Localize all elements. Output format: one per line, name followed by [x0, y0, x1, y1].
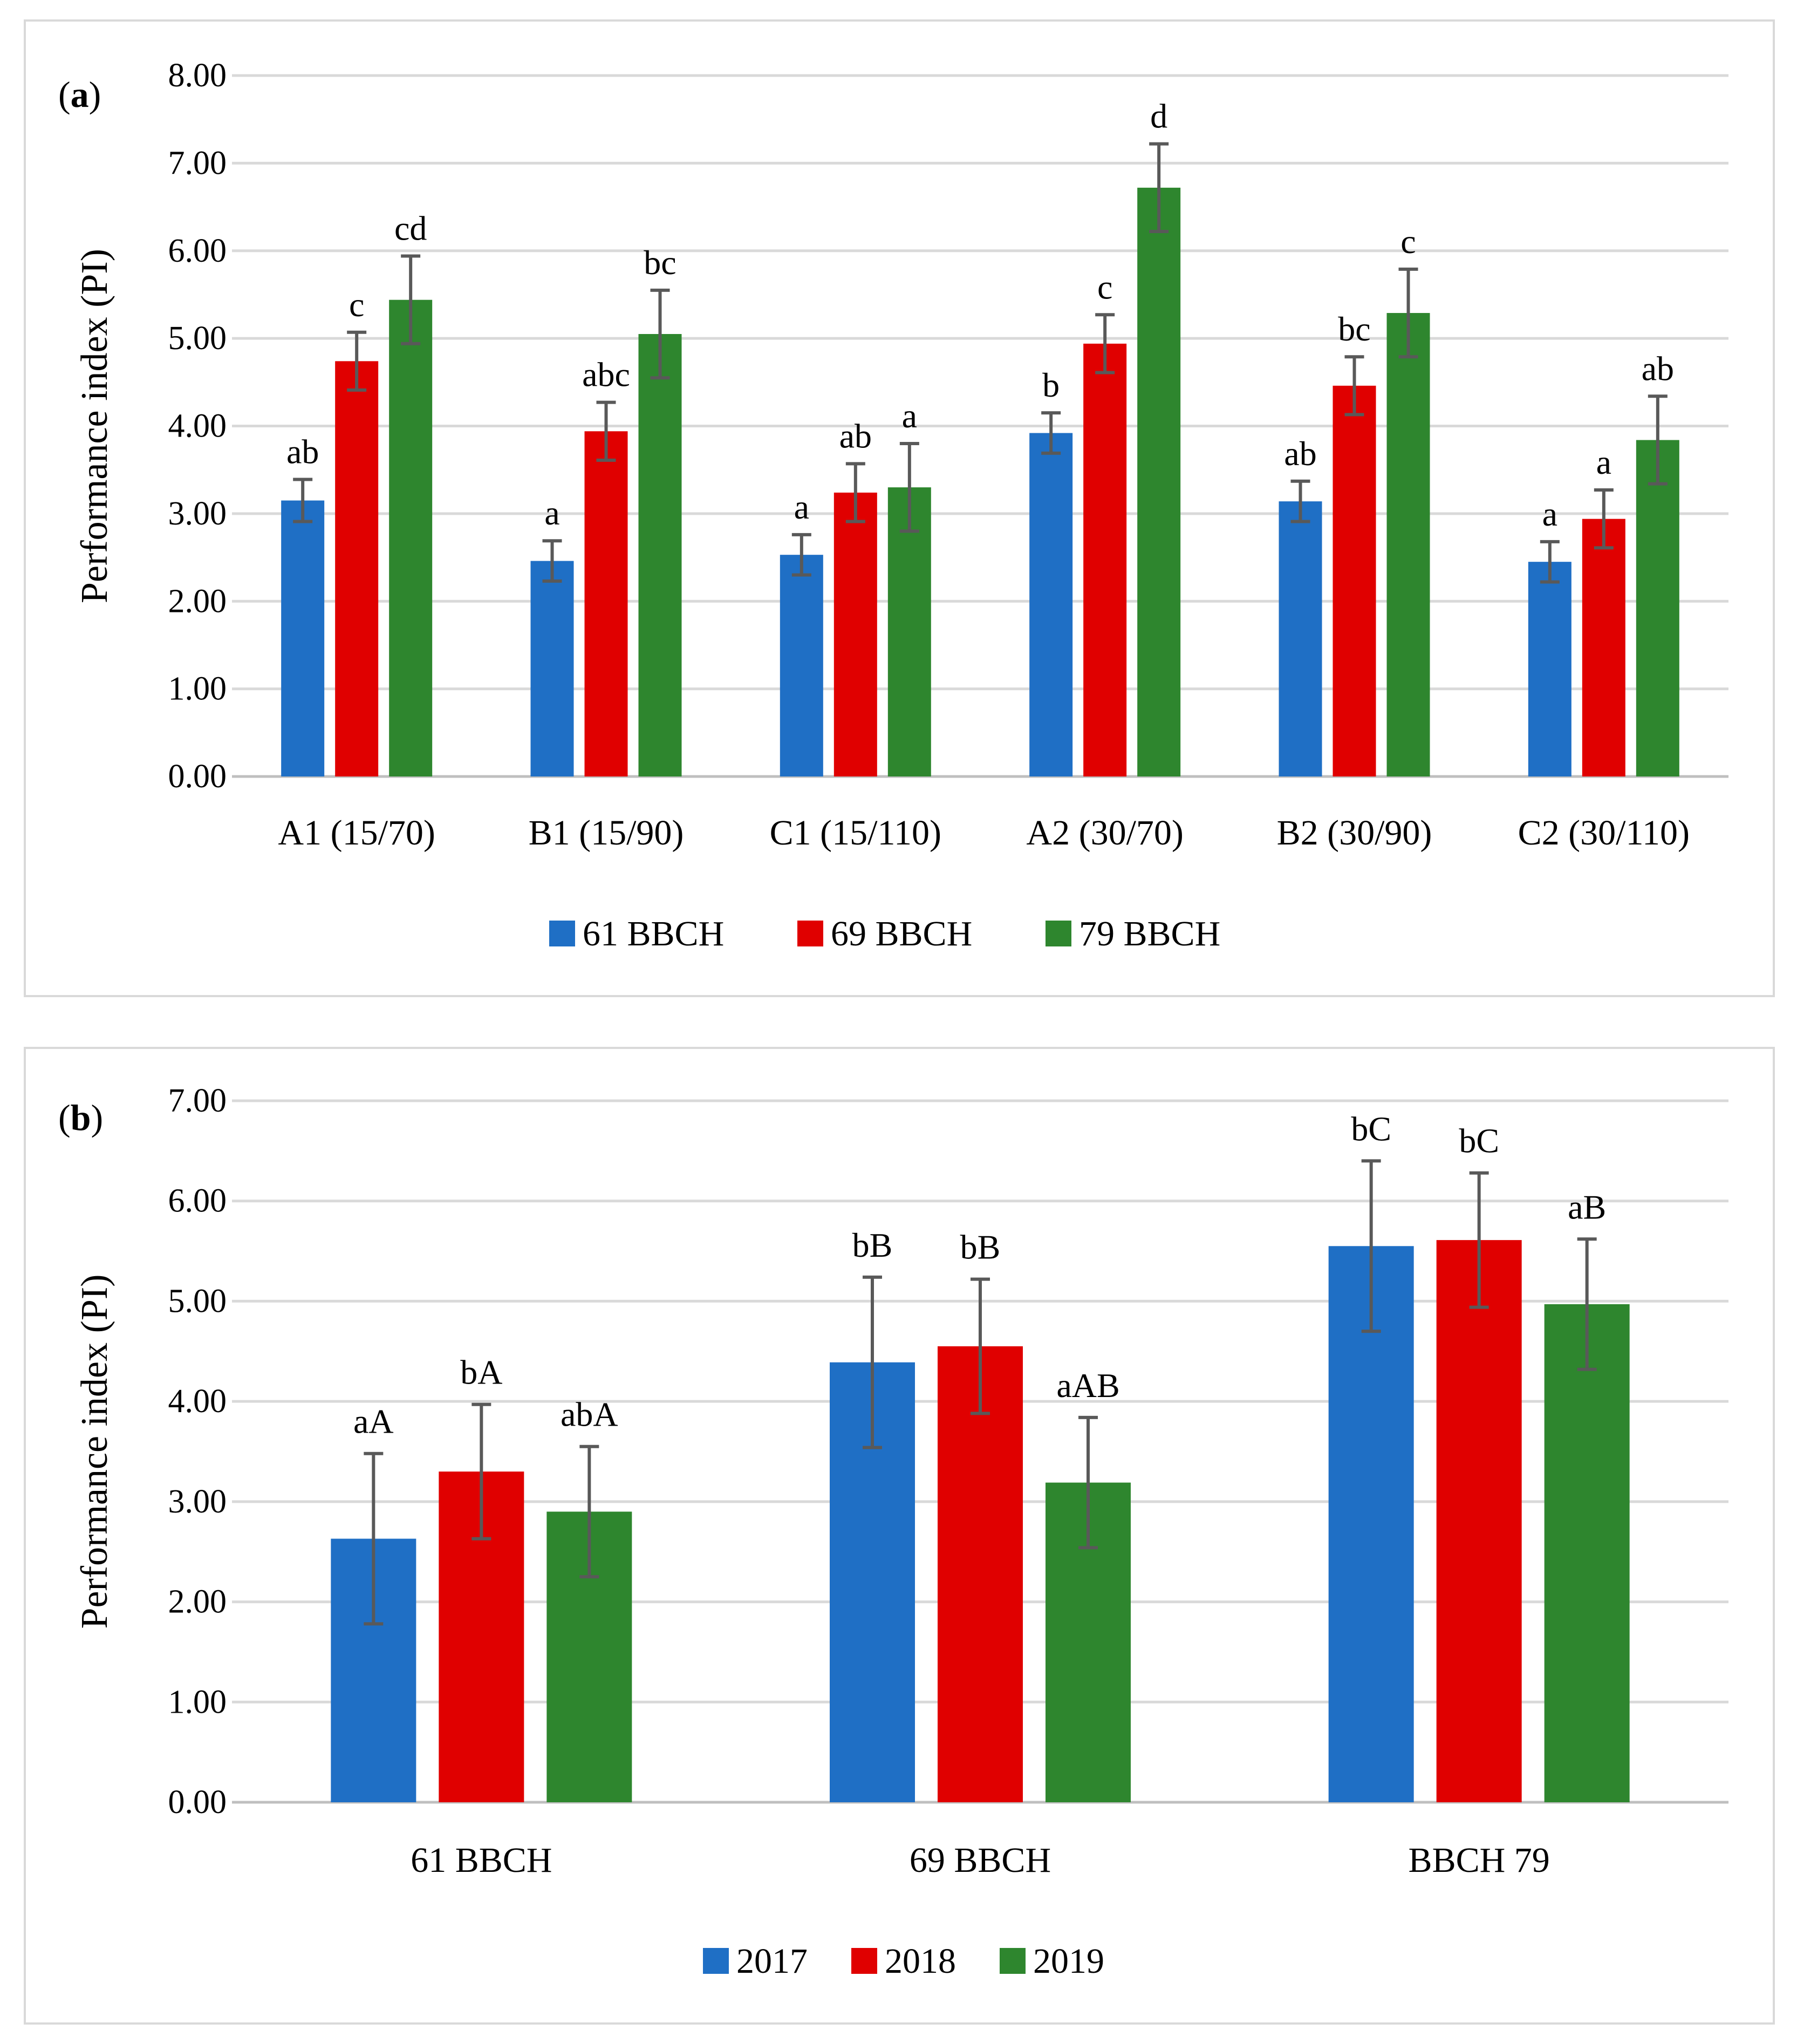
chart-panel-b: 0.00 1.00 2.00 3.00 4.00 5.00 6.00 7.00 Performa… — [24, 1047, 1775, 2025]
chart-a-bar — [335, 361, 379, 776]
chart-a-bar — [833, 492, 877, 776]
chart-a-significance-label: a — [544, 494, 559, 532]
chart-a-significance-label: a — [1596, 443, 1611, 481]
chart-a-significance-label: ab — [286, 433, 319, 471]
chart-b-significance-label: bC — [1459, 1122, 1499, 1160]
chart-a-ytick-label: 0.00 — [168, 758, 227, 795]
chart-a-significance-label: ab — [839, 417, 872, 455]
chart-a-ytick-label: 2.00 — [168, 583, 227, 619]
chart-a-legend-label: 69 BBCH — [831, 914, 972, 953]
chart-a-svg: 0.00 1.00 2.00 3.00 4.00 5.00 6.00 7.00 8.00 Perf… — [58, 57, 1728, 953]
chart-a-bar — [1636, 440, 1679, 776]
chart-a-bar — [1386, 313, 1430, 776]
chart-a-bar — [1582, 519, 1625, 776]
chart-a-bar — [1333, 385, 1376, 776]
chart-a-y-axis-title: Performance index (PI) — [74, 249, 115, 603]
chart-b-significance-label: bA — [460, 1353, 502, 1392]
chart-b-ytick-label: 2.00 — [168, 1584, 227, 1620]
chart-b-legend-label: 2017 — [736, 1941, 808, 1981]
chart-b-significance-label: abA — [561, 1395, 618, 1434]
chart-a-ytick-label: 7.00 — [168, 145, 227, 181]
chart-a-legend-label: 79 BBCH — [1079, 914, 1220, 953]
chart-a-significance-label: c — [349, 285, 364, 324]
chart-a-category-label: A1 (15/70) — [278, 813, 435, 853]
chart-a-bar — [584, 431, 628, 776]
chart-b-ytick-label: 5.00 — [168, 1283, 227, 1319]
chart-b-significance-label: bB — [960, 1228, 1001, 1266]
chart-b-significance-label: aA — [353, 1402, 394, 1441]
chart-a-bar — [780, 555, 823, 776]
chart-a-ytick-label: 8.00 — [168, 57, 227, 94]
chart-b-significance-label: aAB — [1056, 1366, 1119, 1405]
chart-a-bar — [1029, 433, 1073, 776]
chart-a-significance-label: a — [902, 397, 917, 435]
chart-a-bar — [638, 334, 682, 776]
chart-b-ytick-label: 0.00 — [168, 1784, 227, 1821]
chart-a-significance-label: ab — [1642, 349, 1674, 387]
chart-a-bar — [530, 561, 574, 776]
chart-b-significance-label: aB — [1568, 1188, 1606, 1226]
chart-a-category-label: B1 (15/90) — [529, 813, 684, 853]
chart-b-legend-swatch — [703, 1948, 729, 1974]
chart-a-bar — [389, 299, 433, 776]
chart-a-legend-swatch — [549, 921, 575, 946]
chart-a-significance-label: bc — [644, 243, 676, 282]
chart-a-bar — [1528, 562, 1571, 776]
chart-b-legend-label: 2018 — [885, 1941, 956, 1981]
chart-b-bar — [938, 1346, 1023, 1802]
chart-a-ytick-label: 4.00 — [168, 408, 227, 445]
chart-b-bar — [1328, 1246, 1414, 1802]
chart-b-category-label: 69 BBCH — [910, 1841, 1051, 1880]
chart-b-significance-label: bC — [1351, 1109, 1391, 1148]
chart-a-panel-label: (a) — [58, 74, 101, 115]
chart-b-bar — [1436, 1240, 1522, 1802]
chart-panel-a: 0.00 1.00 2.00 3.00 4.00 5.00 6.00 7.00 8.00 Perf… — [24, 19, 1775, 997]
chart-a-significance-label: c — [1097, 268, 1112, 306]
chart-b-category-label: 61 BBCH — [411, 1841, 552, 1880]
chart-b-ytick-label: 7.00 — [168, 1082, 227, 1119]
chart-a-category-label: B2 (30/90) — [1277, 813, 1432, 853]
chart-a-significance-label: a — [794, 488, 809, 526]
chart-a-significance-label: bc — [1338, 310, 1370, 348]
chart-a-ytick-label: 1.00 — [168, 671, 227, 707]
chart-a-significance-label: ab — [1284, 434, 1316, 473]
chart-b-y-axis-title: Performance index (PI) — [74, 1275, 115, 1629]
chart-a-bar — [887, 487, 931, 776]
chart-b-svg: 0.00 1.00 2.00 3.00 4.00 5.00 6.00 7.00 Performa… — [58, 1082, 1728, 1981]
chart-a-significance-label: d — [1150, 97, 1167, 135]
chart-a-legend-swatch — [1046, 921, 1071, 946]
chart-b-significance-label: bB — [852, 1226, 893, 1264]
chart-b-legend-swatch — [1000, 1948, 1026, 1974]
chart-a-bar — [1083, 343, 1127, 776]
chart-b-ytick-label: 6.00 — [168, 1183, 227, 1219]
chart-a-significance-label: cd — [394, 209, 427, 247]
chart-a-ytick-label: 5.00 — [168, 320, 227, 357]
chart-b-ytick-label: 4.00 — [168, 1383, 227, 1420]
chart-a-bar — [1279, 501, 1322, 776]
chart-a-significance-label: a — [1542, 495, 1557, 533]
chart-a-category-label: C1 (15/110) — [770, 813, 941, 853]
chart-a-significance-label: c — [1400, 222, 1416, 261]
chart-a-significance-label: b — [1042, 366, 1060, 404]
chart-b-category-label: BBCH 79 — [1409, 1841, 1550, 1880]
chart-a-significance-label: abc — [582, 356, 630, 394]
chart-a-ytick-label: 3.00 — [168, 495, 227, 532]
chart-a-ytick-label: 6.00 — [168, 233, 227, 269]
chart-a-bar — [281, 500, 325, 776]
chart-b-legend-label: 2019 — [1033, 1941, 1104, 1981]
chart-b-bar — [1544, 1304, 1630, 1802]
chart-b-ytick-label: 1.00 — [168, 1684, 227, 1720]
chart-b-legend-swatch — [851, 1948, 877, 1974]
chart-a-legend-label: 61 BBCH — [583, 914, 724, 953]
chart-b-panel-label: (b) — [58, 1097, 103, 1138]
chart-b-ytick-label: 3.00 — [168, 1483, 227, 1520]
chart-a-category-label: A2 (30/70) — [1026, 813, 1183, 853]
chart-a-bar — [1137, 187, 1181, 777]
chart-a-category-label: C2 (30/110) — [1518, 813, 1690, 853]
chart-a-legend-swatch — [797, 921, 823, 946]
